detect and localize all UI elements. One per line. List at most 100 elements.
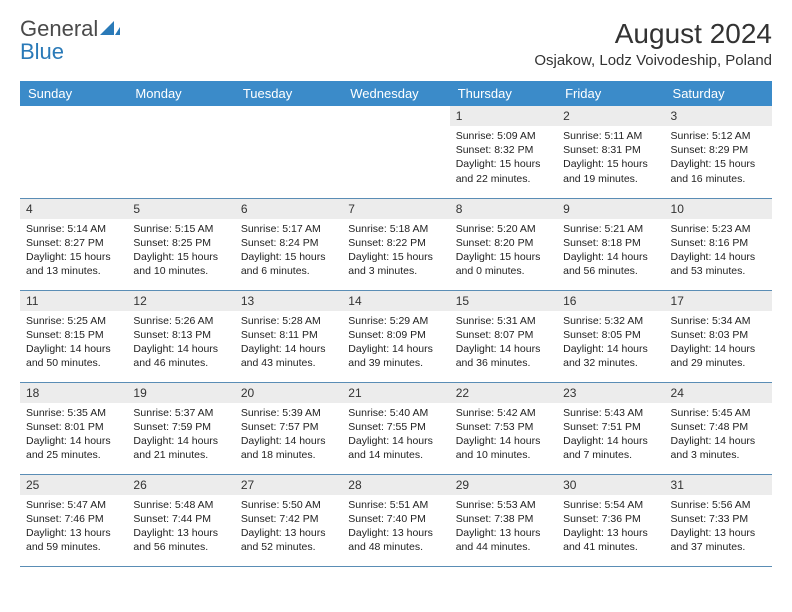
day-body: Sunrise: 5:29 AMSunset: 8:09 PMDaylight:…: [342, 311, 449, 374]
day-body: Sunrise: 5:56 AMSunset: 7:33 PMDaylight:…: [665, 495, 772, 558]
day-body: Sunrise: 5:09 AMSunset: 8:32 PMDaylight:…: [450, 126, 557, 189]
daylight-line: Daylight: 13 hours and 52 minutes.: [241, 526, 336, 554]
calendar-row: 1Sunrise: 5:09 AMSunset: 8:32 PMDaylight…: [20, 106, 772, 198]
calendar-cell: 10Sunrise: 5:23 AMSunset: 8:16 PMDayligh…: [665, 198, 772, 290]
sunset-line: Sunset: 7:40 PM: [348, 512, 443, 526]
weekday-header: Sunday: [20, 81, 127, 106]
sunset-line: Sunset: 8:09 PM: [348, 328, 443, 342]
calendar-cell: 29Sunrise: 5:53 AMSunset: 7:38 PMDayligh…: [450, 474, 557, 566]
calendar-cell: 8Sunrise: 5:20 AMSunset: 8:20 PMDaylight…: [450, 198, 557, 290]
day-body: Sunrise: 5:34 AMSunset: 8:03 PMDaylight:…: [665, 311, 772, 374]
calendar-cell: 6Sunrise: 5:17 AMSunset: 8:24 PMDaylight…: [235, 198, 342, 290]
day-number: 11: [20, 291, 127, 311]
daylight-line: Daylight: 14 hours and 50 minutes.: [26, 342, 121, 370]
daylight-line: Daylight: 14 hours and 21 minutes.: [133, 434, 228, 462]
sunrise-line: Sunrise: 5:43 AM: [563, 406, 658, 420]
sunrise-line: Sunrise: 5:17 AM: [241, 222, 336, 236]
sunset-line: Sunset: 7:55 PM: [348, 420, 443, 434]
sunrise-line: Sunrise: 5:14 AM: [26, 222, 121, 236]
day-number: 19: [127, 383, 234, 403]
calendar-cell: [127, 106, 234, 198]
sunset-line: Sunset: 7:38 PM: [456, 512, 551, 526]
day-body: Sunrise: 5:53 AMSunset: 7:38 PMDaylight:…: [450, 495, 557, 558]
calendar-cell: 1Sunrise: 5:09 AMSunset: 8:32 PMDaylight…: [450, 106, 557, 198]
daylight-line: Daylight: 13 hours and 48 minutes.: [348, 526, 443, 554]
day-body: Sunrise: 5:48 AMSunset: 7:44 PMDaylight:…: [127, 495, 234, 558]
daylight-line: Daylight: 13 hours and 37 minutes.: [671, 526, 766, 554]
daylight-line: Daylight: 14 hours and 53 minutes.: [671, 250, 766, 278]
day-body: Sunrise: 5:14 AMSunset: 8:27 PMDaylight:…: [20, 219, 127, 282]
calendar-body: 1Sunrise: 5:09 AMSunset: 8:32 PMDaylight…: [20, 106, 772, 566]
day-body: Sunrise: 5:54 AMSunset: 7:36 PMDaylight:…: [557, 495, 664, 558]
calendar-cell: [342, 106, 449, 198]
day-body: Sunrise: 5:26 AMSunset: 8:13 PMDaylight:…: [127, 311, 234, 374]
day-number: 12: [127, 291, 234, 311]
sunrise-line: Sunrise: 5:56 AM: [671, 498, 766, 512]
day-body: Sunrise: 5:20 AMSunset: 8:20 PMDaylight:…: [450, 219, 557, 282]
calendar-row: 11Sunrise: 5:25 AMSunset: 8:15 PMDayligh…: [20, 290, 772, 382]
day-number: 1: [450, 106, 557, 126]
sunset-line: Sunset: 7:51 PM: [563, 420, 658, 434]
calendar-cell: 18Sunrise: 5:35 AMSunset: 8:01 PMDayligh…: [20, 382, 127, 474]
daylight-line: Daylight: 13 hours and 59 minutes.: [26, 526, 121, 554]
daylight-line: Daylight: 15 hours and 16 minutes.: [671, 157, 766, 185]
weekday-header-row: SundayMondayTuesdayWednesdayThursdayFrid…: [20, 81, 772, 106]
daylight-line: Daylight: 15 hours and 6 minutes.: [241, 250, 336, 278]
day-body: Sunrise: 5:50 AMSunset: 7:42 PMDaylight:…: [235, 495, 342, 558]
daylight-line: Daylight: 14 hours and 18 minutes.: [241, 434, 336, 462]
day-number: 6: [235, 199, 342, 219]
daylight-line: Daylight: 14 hours and 32 minutes.: [563, 342, 658, 370]
sunset-line: Sunset: 8:32 PM: [456, 143, 551, 157]
day-number: 18: [20, 383, 127, 403]
day-number: 22: [450, 383, 557, 403]
sunset-line: Sunset: 8:13 PM: [133, 328, 228, 342]
sunset-line: Sunset: 8:11 PM: [241, 328, 336, 342]
sunset-line: Sunset: 8:27 PM: [26, 236, 121, 250]
day-body: Sunrise: 5:31 AMSunset: 8:07 PMDaylight:…: [450, 311, 557, 374]
day-body: Sunrise: 5:25 AMSunset: 8:15 PMDaylight:…: [20, 311, 127, 374]
logo: General Blue: [20, 18, 120, 64]
day-body: Sunrise: 5:32 AMSunset: 8:05 PMDaylight:…: [557, 311, 664, 374]
day-number: 4: [20, 199, 127, 219]
sunrise-line: Sunrise: 5:45 AM: [671, 406, 766, 420]
sunset-line: Sunset: 7:57 PM: [241, 420, 336, 434]
sunset-line: Sunset: 8:05 PM: [563, 328, 658, 342]
daylight-line: Daylight: 13 hours and 41 minutes.: [563, 526, 658, 554]
sunrise-line: Sunrise: 5:25 AM: [26, 314, 121, 328]
calendar-cell: 26Sunrise: 5:48 AMSunset: 7:44 PMDayligh…: [127, 474, 234, 566]
daylight-line: Daylight: 15 hours and 3 minutes.: [348, 250, 443, 278]
sunrise-line: Sunrise: 5:42 AM: [456, 406, 551, 420]
calendar-row: 25Sunrise: 5:47 AMSunset: 7:46 PMDayligh…: [20, 474, 772, 566]
daylight-line: Daylight: 14 hours and 29 minutes.: [671, 342, 766, 370]
calendar-cell: 22Sunrise: 5:42 AMSunset: 7:53 PMDayligh…: [450, 382, 557, 474]
day-number: 21: [342, 383, 449, 403]
daylight-line: Daylight: 14 hours and 14 minutes.: [348, 434, 443, 462]
day-number: 20: [235, 383, 342, 403]
day-body: Sunrise: 5:37 AMSunset: 7:59 PMDaylight:…: [127, 403, 234, 466]
sunrise-line: Sunrise: 5:31 AM: [456, 314, 551, 328]
calendar-cell: [20, 106, 127, 198]
day-body: Sunrise: 5:39 AMSunset: 7:57 PMDaylight:…: [235, 403, 342, 466]
calendar-cell: 19Sunrise: 5:37 AMSunset: 7:59 PMDayligh…: [127, 382, 234, 474]
calendar-cell: 4Sunrise: 5:14 AMSunset: 8:27 PMDaylight…: [20, 198, 127, 290]
calendar-row: 4Sunrise: 5:14 AMSunset: 8:27 PMDaylight…: [20, 198, 772, 290]
day-number: 28: [342, 475, 449, 495]
sunrise-line: Sunrise: 5:39 AM: [241, 406, 336, 420]
sunrise-line: Sunrise: 5:21 AM: [563, 222, 658, 236]
sunrise-line: Sunrise: 5:20 AM: [456, 222, 551, 236]
sunrise-line: Sunrise: 5:18 AM: [348, 222, 443, 236]
sunrise-line: Sunrise: 5:12 AM: [671, 129, 766, 143]
sunrise-line: Sunrise: 5:29 AM: [348, 314, 443, 328]
sunrise-line: Sunrise: 5:34 AM: [671, 314, 766, 328]
sunset-line: Sunset: 8:29 PM: [671, 143, 766, 157]
sunset-line: Sunset: 8:22 PM: [348, 236, 443, 250]
sunset-line: Sunset: 7:44 PM: [133, 512, 228, 526]
day-number: 10: [665, 199, 772, 219]
weekday-header: Saturday: [665, 81, 772, 106]
sunrise-line: Sunrise: 5:47 AM: [26, 498, 121, 512]
sunrise-line: Sunrise: 5:37 AM: [133, 406, 228, 420]
daylight-line: Daylight: 14 hours and 25 minutes.: [26, 434, 121, 462]
sunrise-line: Sunrise: 5:23 AM: [671, 222, 766, 236]
daylight-line: Daylight: 13 hours and 44 minutes.: [456, 526, 551, 554]
sunrise-line: Sunrise: 5:51 AM: [348, 498, 443, 512]
